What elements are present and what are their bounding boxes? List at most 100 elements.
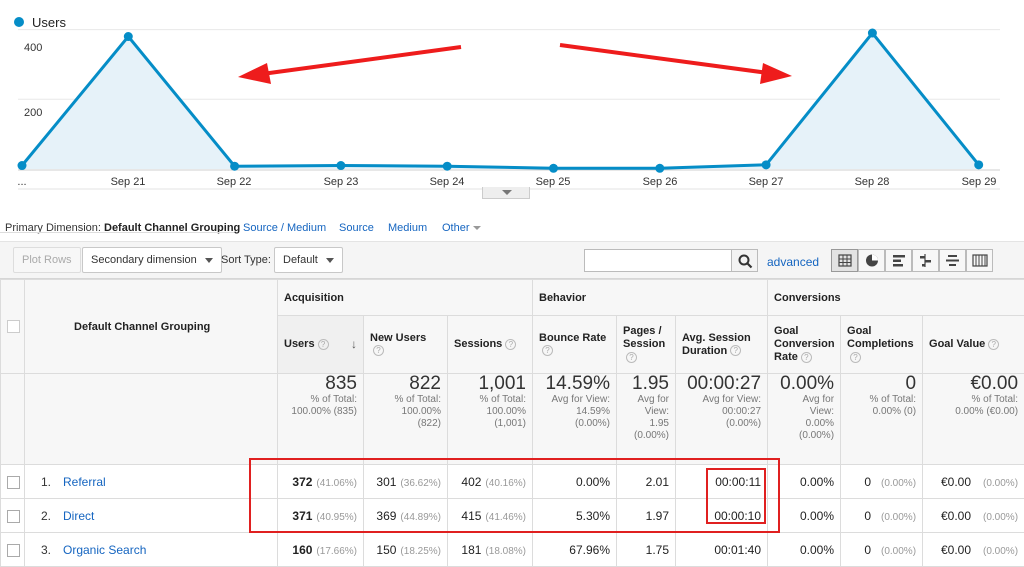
col-goal-value-label: Goal Value: [929, 338, 986, 350]
row-users-pct: (41.06%): [316, 477, 357, 489]
row-users-pct: (17.66%): [316, 545, 357, 557]
col-goal-rate-label-1: Goal: [774, 325, 799, 337]
row-bounce-rate: 67.96%: [532, 532, 617, 567]
total-note: (0.00%): [574, 418, 610, 429]
help-icon[interactable]: ?: [850, 351, 862, 363]
row-number: 2.: [41, 508, 52, 523]
data-point-users: [761, 160, 771, 170]
col-sessions-label: Sessions: [454, 338, 503, 350]
row-checkbox[interactable]: [7, 543, 20, 557]
row-users-value: 160: [292, 542, 313, 557]
y-tick-label: 200: [24, 107, 43, 119]
total-note: 14.59%: [576, 406, 610, 417]
total-goal-rate: 0.00% Avg for View: 0.00% (0.00%): [767, 373, 842, 465]
col-goal-completions[interactable]: Goal Completions?: [840, 315, 924, 374]
col-new-users[interactable]: New Users?: [363, 315, 448, 374]
plot-rows-button[interactable]: Plot Rows: [13, 247, 81, 273]
advanced-filter-link[interactable]: advanced: [767, 255, 820, 269]
term-cloud-icon: [946, 255, 959, 266]
col-bounce-rate[interactable]: Bounce Rate?: [532, 315, 617, 374]
dimension-link-source[interactable]: Source: [339, 222, 374, 234]
help-icon[interactable]: ?: [317, 338, 329, 350]
help-icon[interactable]: ?: [800, 351, 812, 363]
view-term-cloud-button[interactable]: [939, 249, 966, 272]
help-icon[interactable]: ?: [505, 338, 517, 350]
row-checkbox[interactable]: [7, 509, 20, 523]
col-sessions[interactable]: Sessions?: [447, 315, 533, 374]
select-all-checkbox[interactable]: [7, 320, 20, 333]
dimension-default-channel-grouping[interactable]: Default Channel Grouping: [104, 222, 241, 234]
users-line-chart: [17, 28, 1000, 190]
total-note: View:: [644, 406, 669, 417]
col-avg-session-duration[interactable]: Avg. Session Duration?: [674, 315, 769, 374]
dimension-link-other[interactable]: Other: [442, 222, 481, 234]
x-tick-label: Sep 28: [854, 176, 890, 188]
row-goal-rate: 0.00%: [767, 464, 842, 499]
series-line-users: [20, 30, 980, 170]
row-checkbox[interactable]: [7, 475, 20, 489]
dimension-header: Default Channel Grouping: [24, 279, 278, 374]
row-channel-link[interactable]: Referral: [63, 474, 106, 489]
help-icon[interactable]: ?: [373, 345, 384, 357]
row-channel-link[interactable]: Organic Search: [63, 542, 147, 557]
col-users[interactable]: Users? ↓: [277, 315, 364, 374]
data-point-users: [655, 163, 665, 173]
view-table-button[interactable]: [831, 249, 858, 272]
sort-type-dropdown[interactable]: Default: [274, 247, 343, 273]
data-point-users: [230, 161, 240, 171]
row-goal-comp-value: 0: [864, 474, 872, 489]
view-performance-button[interactable]: [885, 249, 912, 272]
row-goal-completions: 0 (0.00%): [840, 532, 924, 567]
select-all-cell: [0, 279, 25, 374]
help-icon[interactable]: ?: [626, 351, 637, 363]
col-goal-conversion-rate[interactable]: Goal Conversion Rate?: [767, 315, 842, 374]
col-goal-value[interactable]: Goal Value?: [922, 315, 1024, 374]
row-sessions-pct: (18.08%): [485, 545, 526, 557]
x-tick-label: Sep 29: [961, 176, 997, 188]
help-icon[interactable]: ?: [730, 345, 742, 357]
row-sessions-pct: (41.46%): [485, 511, 526, 523]
col-pages-label-2: Session: [623, 338, 666, 350]
pivot-icon: [972, 254, 988, 267]
view-pie-button[interactable]: [858, 249, 885, 272]
chevron-down-icon: [472, 226, 481, 231]
total-bounce-rate-value: 14.59%: [545, 373, 610, 394]
row-users-value: 371: [292, 508, 313, 523]
search-button[interactable]: [731, 249, 758, 272]
row-new-users-value: 301: [376, 474, 397, 489]
row-new-users-pct: (36.62%): [400, 477, 441, 489]
total-note: (0.00%): [726, 418, 762, 429]
col-goal-comp-label-2: Completions: [847, 338, 914, 350]
help-icon[interactable]: ?: [988, 338, 1000, 350]
sort-type-label: Sort Type:: [221, 254, 271, 266]
view-comparison-button[interactable]: [912, 249, 939, 272]
annotation-arrow-left: [261, 45, 462, 76]
row-channel-link[interactable]: Direct: [63, 508, 95, 523]
chart-collapse-toggle[interactable]: [482, 187, 530, 199]
secondary-dimension-dropdown[interactable]: Secondary dimension: [82, 247, 222, 273]
row-goal-value-value: €0.00: [940, 508, 972, 523]
total-duration: 00:00:27 Avg for View: 00:00:27 (0.00%): [674, 373, 769, 465]
row-sessions: 181 (18.08%): [447, 532, 533, 567]
row-dimension-cell: 2. Direct: [24, 498, 278, 533]
row-users-pct: (40.95%): [316, 511, 357, 523]
row-avg-duration: 00:00:11: [674, 464, 769, 499]
col-pages-session[interactable]: Pages / Session?: [616, 315, 676, 374]
help-icon[interactable]: ?: [542, 345, 553, 357]
col-bounce-rate-label: Bounce Rate: [539, 331, 607, 344]
annotation-arrow-right: [559, 43, 769, 75]
data-point-users: [549, 163, 558, 173]
total-bounce-rate: 14.59% Avg for View: 14.59% (0.00%): [532, 373, 617, 465]
total-duration-value: 00:00:27: [687, 373, 762, 394]
row-goal-completions: 0 (0.00%): [840, 498, 924, 533]
data-point-users: [442, 161, 452, 171]
dimension-link-source-medium[interactable]: Source / Medium: [243, 222, 327, 234]
row-goal-comp-value: 0: [864, 542, 872, 557]
total-goal-rate-value: 0.00%: [780, 373, 835, 394]
row-sessions-value: 402: [461, 474, 482, 489]
total-goal-value: €0.00% of Total: 0.00% (€0.00): [922, 373, 1024, 465]
dimension-link-medium[interactable]: Medium: [388, 222, 428, 234]
view-pivot-button[interactable]: [966, 249, 993, 272]
table-search-input[interactable]: [584, 249, 732, 272]
row-goal-rate: 0.00%: [767, 532, 842, 567]
